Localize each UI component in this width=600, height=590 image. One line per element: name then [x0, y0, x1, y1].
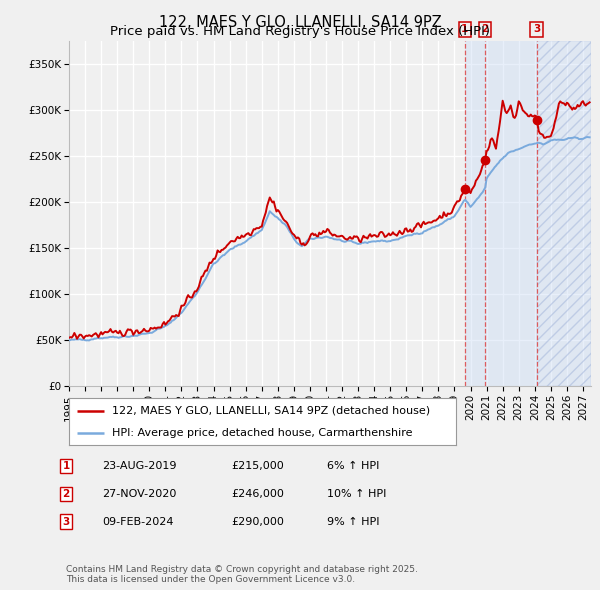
Bar: [536, 41, 591, 386]
Text: 1: 1: [461, 24, 469, 34]
Text: 27-NOV-2020: 27-NOV-2020: [102, 489, 176, 499]
Text: 09-FEB-2024: 09-FEB-2024: [102, 517, 173, 526]
Bar: [465, 41, 536, 386]
Text: 9% ↑ HPI: 9% ↑ HPI: [327, 517, 380, 526]
Text: 3: 3: [533, 24, 540, 34]
Text: 6% ↑ HPI: 6% ↑ HPI: [327, 461, 379, 471]
Text: £246,000: £246,000: [231, 489, 284, 499]
Text: £215,000: £215,000: [231, 461, 284, 471]
Text: Price paid vs. HM Land Registry's House Price Index (HPI): Price paid vs. HM Land Registry's House …: [110, 25, 490, 38]
Text: 122, MAES Y GLO, LLANELLI, SA14 9PZ: 122, MAES Y GLO, LLANELLI, SA14 9PZ: [158, 15, 442, 30]
Text: Contains HM Land Registry data © Crown copyright and database right 2025.
This d: Contains HM Land Registry data © Crown c…: [66, 565, 418, 584]
Text: 23-AUG-2019: 23-AUG-2019: [102, 461, 176, 471]
Text: HPI: Average price, detached house, Carmarthenshire: HPI: Average price, detached house, Carm…: [112, 428, 412, 438]
Text: 10% ↑ HPI: 10% ↑ HPI: [327, 489, 386, 499]
Text: 2: 2: [62, 489, 70, 499]
Text: 2: 2: [482, 24, 489, 34]
Text: 122, MAES Y GLO, LLANELLI, SA14 9PZ (detached house): 122, MAES Y GLO, LLANELLI, SA14 9PZ (det…: [112, 406, 430, 416]
Text: £290,000: £290,000: [231, 517, 284, 526]
Text: 3: 3: [62, 517, 70, 526]
Text: 1: 1: [62, 461, 70, 471]
Bar: [536, 41, 591, 386]
